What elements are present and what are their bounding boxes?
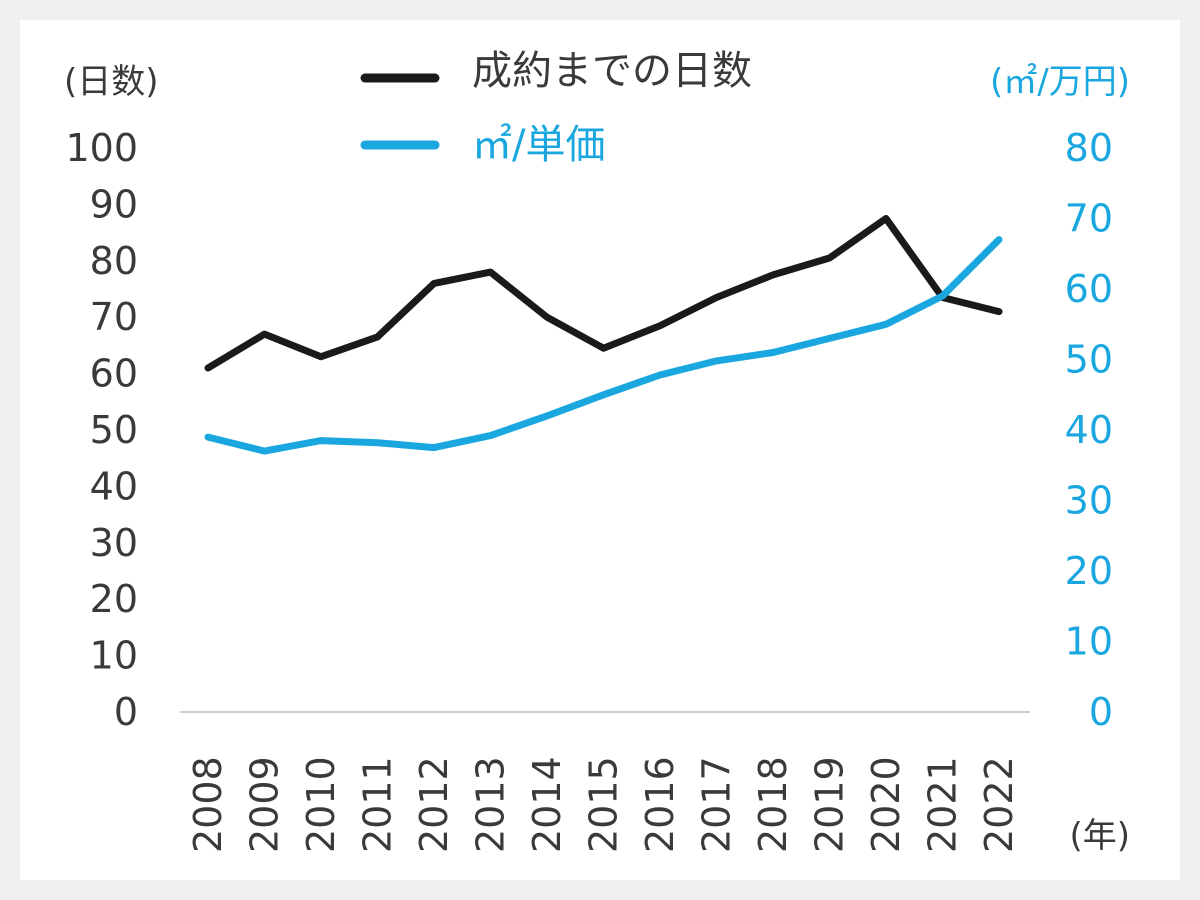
series-lines: [204, 215, 1003, 455]
legend-label-unit-price: ㎡/単価: [472, 122, 605, 168]
right-tick-label: 80: [1065, 126, 1113, 170]
left-tick-label: 60: [90, 352, 138, 396]
left-tick-label: 30: [90, 521, 138, 565]
x-tick-label: 2015: [582, 756, 626, 853]
left-tick-label: 70: [90, 295, 138, 339]
left-tick-label: 20: [90, 577, 138, 621]
right-axis-label: (㎡/万円): [990, 62, 1130, 102]
right-tick-label: 50: [1065, 338, 1113, 382]
series-line-days: [204, 215, 1003, 372]
x-tick-label: 2021: [921, 756, 965, 853]
right-tick-label: 0: [1089, 690, 1113, 734]
x-tick-label: 2019: [808, 756, 852, 853]
left-tick-label: 10: [90, 634, 138, 678]
x-tick-label: 2010: [299, 756, 343, 853]
right-tick-label: 70: [1065, 197, 1113, 241]
left-tick-label: 100: [65, 126, 138, 170]
x-tick-label: 2013: [469, 756, 513, 853]
x-tick-label: 2009: [243, 756, 287, 853]
x-tick-label: 2014: [525, 756, 569, 853]
x-axis-unit: (年): [1069, 816, 1130, 856]
left-tick-label: 50: [90, 408, 138, 452]
legend-label-days: 成約までの日数: [472, 48, 752, 94]
legend: 成約までの日数 ㎡/単価: [360, 48, 752, 168]
left-tick-label: 40: [90, 464, 138, 508]
left-tick-label: 90: [90, 182, 138, 226]
x-tick-label: 2011: [356, 756, 400, 853]
x-tick-label: 2020: [864, 756, 908, 853]
left-axis-ticks: 0 10 20 30 40 50 60 70 80 90 100: [65, 126, 138, 734]
x-tick-label: 2018: [751, 756, 795, 853]
chart-frame: 成約までの日数 ㎡/単価 (日数) (㎡/万円) (年) 0 10 20 30 40 50…: [20, 20, 1180, 880]
right-tick-label: 20: [1065, 549, 1113, 593]
x-tick-label: 2008: [186, 756, 230, 853]
x-axis-ticks: 2008 2009 2010 2011 2012 2013 2014 2015 2016 2017…: [186, 756, 1021, 853]
left-tick-label: 80: [90, 239, 138, 283]
x-tick-label: 2017: [695, 756, 739, 853]
x-tick-label: 2022: [977, 756, 1021, 853]
right-tick-label: 40: [1065, 408, 1113, 452]
line-chart: 成約までの日数 ㎡/単価 (日数) (㎡/万円) (年) 0 10 20 30 40 50…: [64, 48, 1130, 856]
x-tick-label: 2016: [638, 756, 682, 853]
right-tick-label: 60: [1065, 267, 1113, 311]
right-tick-label: 10: [1065, 620, 1113, 664]
left-axis-label: (日数): [64, 62, 159, 102]
x-tick-label: 2012: [412, 756, 456, 853]
series-line-unit-price: [204, 236, 1003, 455]
left-tick-label: 0: [114, 690, 138, 734]
right-tick-label: 30: [1065, 479, 1113, 523]
right-axis-ticks: 0 10 20 30 40 50 60 70 80: [1065, 126, 1113, 734]
